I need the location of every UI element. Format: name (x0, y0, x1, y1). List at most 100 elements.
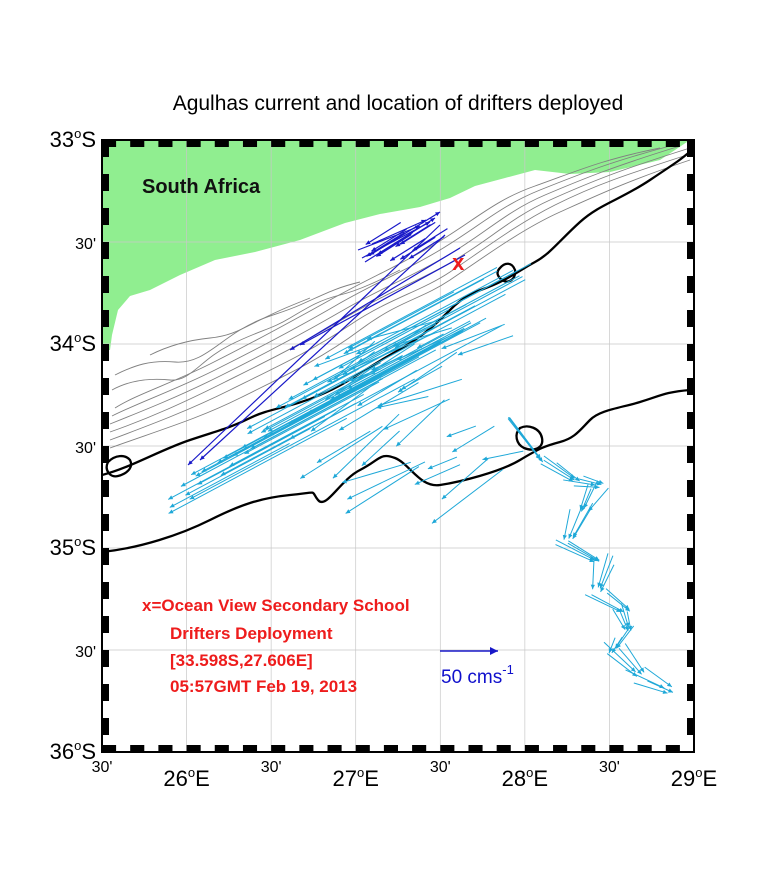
current-vector-head (401, 385, 407, 390)
frame-segment (327, 745, 342, 752)
frame-segment (440, 140, 455, 147)
current-vector (312, 270, 517, 381)
frame-segment (553, 140, 568, 147)
current-vector (197, 416, 326, 485)
frame-segment (355, 140, 370, 147)
lon-tick-label: 26oE (163, 765, 209, 791)
lon-tick-label: 30' (92, 759, 113, 776)
current-vector (307, 317, 487, 414)
frame-segment (609, 140, 624, 147)
current-vector-head (371, 366, 377, 371)
frame-segment (687, 480, 694, 497)
track-vector-head (535, 454, 541, 460)
frame-segment (214, 140, 229, 147)
current-vector (330, 327, 465, 401)
coastal-vector-head (430, 218, 435, 223)
track-vector (513, 424, 544, 463)
current-vector (316, 430, 371, 464)
frame-segment (637, 745, 652, 752)
lat-tick-label: 36oS (50, 738, 96, 764)
lon-tick-label: 28oE (502, 765, 548, 791)
current-vector (394, 324, 427, 349)
frame-segment (524, 140, 539, 147)
lat-tick-label: 30' (75, 440, 96, 457)
current-vector-head (392, 342, 398, 347)
current-vector (427, 456, 458, 470)
coastal-vector-head (435, 212, 440, 217)
current-vector (169, 442, 290, 508)
deployment-marker: x (452, 250, 465, 275)
current-vector-head (339, 426, 345, 431)
current-vector-head (301, 394, 307, 400)
current-vector-head (313, 392, 319, 397)
current-vector (232, 375, 383, 457)
current-vector (395, 399, 445, 447)
current-vector (348, 291, 455, 349)
frame-segment (637, 140, 652, 147)
track-vector-head (574, 476, 580, 482)
current-vector-head (191, 470, 197, 475)
track-vector-head (594, 484, 600, 490)
frame-segment (687, 140, 694, 157)
current-vector-head (233, 451, 239, 456)
frame-segment (102, 140, 109, 157)
frame-segment (524, 745, 539, 752)
frame-segment (299, 745, 314, 752)
track-vector-head (637, 669, 642, 675)
current-vector-head (356, 350, 362, 355)
isobath-bold (515, 425, 544, 451)
current-vector-head (268, 431, 274, 436)
track-vector (572, 502, 594, 538)
frame-segment (102, 446, 109, 463)
isobath-bold (105, 454, 133, 478)
current-vector-head (189, 495, 195, 500)
current-vector-head (197, 480, 203, 485)
current-vector (229, 394, 364, 467)
track-vector-head (662, 689, 668, 694)
current-vector-head (347, 389, 353, 394)
frame-segment (687, 582, 694, 599)
current-vector (452, 425, 495, 453)
coastal-vector (389, 238, 426, 262)
track-vector-head (572, 533, 577, 539)
track-vector (563, 479, 596, 486)
current-vector-head (168, 509, 174, 514)
current-vector-head (347, 384, 353, 389)
current-vector (383, 398, 450, 430)
frame-segment (687, 446, 694, 463)
current-vector (441, 323, 505, 350)
coastal-vector (366, 233, 402, 257)
coastal-vector (408, 236, 445, 260)
current-vector-head (452, 447, 458, 453)
current-vector-head (345, 509, 351, 514)
current-vector-head (417, 344, 423, 349)
current-vector-head (223, 454, 229, 459)
track-vector (600, 564, 615, 593)
track-vector (563, 509, 571, 540)
frame-segment (102, 582, 109, 599)
coastal-vector-head (377, 250, 383, 255)
current-vector (414, 464, 461, 485)
current-vector-head (264, 425, 270, 430)
coastal-vector-head (400, 255, 406, 260)
frame-segment (102, 480, 109, 497)
current-vector (247, 362, 381, 435)
track-vector-head (667, 688, 673, 693)
current-vector-head (300, 474, 306, 479)
current-vector-head (312, 375, 318, 381)
scale-vector: 50 cms-1 (440, 647, 514, 688)
track-vector (605, 588, 630, 610)
current-vector (366, 320, 439, 340)
thin-isobaths (109, 145, 691, 449)
track-vector (599, 555, 614, 589)
frame-segment (496, 745, 511, 752)
track-vector (555, 544, 595, 563)
current-vector (268, 322, 481, 437)
frame-segment (102, 548, 109, 565)
coastal-vector (376, 233, 412, 257)
frame-segment (102, 276, 109, 293)
coastal-vector (371, 228, 407, 252)
coastal-vector (299, 254, 466, 346)
current-vector-head (247, 429, 253, 434)
track-vector (555, 539, 595, 561)
